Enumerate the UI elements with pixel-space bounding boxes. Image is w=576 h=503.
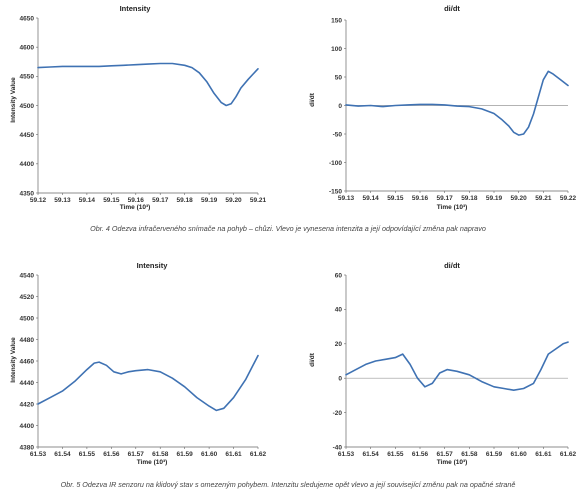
x-tick-label: 61.53 (338, 451, 355, 458)
x-tick-label: 59.20 (511, 195, 528, 202)
y-tick-label: 60 (335, 272, 343, 279)
x-tick-label: 59.19 (201, 197, 218, 204)
y-tick-label: 4520 (20, 294, 35, 301)
chart-title: di/dt (444, 261, 460, 270)
y-tick-label: 4500 (20, 103, 35, 110)
x-tick-label: 59.15 (103, 197, 120, 204)
x-axis-label: Time (10³) (137, 459, 168, 466)
y-tick-label: 4550 (20, 74, 35, 81)
y-tick-label: 0 (338, 103, 342, 110)
x-tick-label: 59.21 (535, 195, 552, 202)
y-tick-label: 4450 (20, 132, 35, 139)
x-tick-label: 61.58 (461, 451, 478, 458)
x-tick-label: 59.15 (387, 195, 404, 202)
x-tick-label: 61.61 (535, 451, 552, 458)
x-tick-label: 59.13 (338, 195, 355, 202)
y-tick-label: -100 (329, 160, 342, 167)
x-tick-label: 61.58 (152, 451, 169, 458)
x-tick-label: 61.53 (30, 451, 47, 458)
x-tick-label: 59.20 (225, 197, 242, 204)
x-tick-label: 59.13 (54, 197, 71, 204)
y-tick-label: 4440 (20, 380, 35, 387)
y-axis-label: Intensity Value (10, 77, 17, 123)
x-tick-label: 59.17 (437, 195, 454, 202)
x-tick-label: 61.55 (79, 451, 96, 458)
x-tick-label: 61.61 (225, 451, 242, 458)
y-tick-label: 4400 (20, 423, 35, 430)
y-tick-label: 50 (335, 74, 343, 81)
x-tick-label: 61.59 (486, 451, 503, 458)
x-tick-label: 59.14 (79, 197, 96, 204)
y-axis-label: di/dt (309, 92, 316, 107)
x-tick-label: 59.22 (560, 195, 576, 202)
x-tick-label: 61.59 (177, 451, 194, 458)
x-tick-label: 61.56 (412, 451, 429, 458)
y-tick-label: 4460 (20, 358, 35, 365)
y-tick-label: 4600 (20, 44, 35, 51)
y-tick-label: 4420 (20, 401, 35, 408)
x-tick-label: 61.62 (250, 451, 267, 458)
figure-5-caption: Obr. 5 Odezva IR senzoru na klidový stav… (60, 480, 516, 489)
y-tick-label: 4480 (20, 337, 35, 344)
x-tick-label: 59.18 (177, 197, 194, 204)
chart-title: Intensity (137, 261, 169, 270)
x-axis-label: Time (10³) (120, 204, 151, 211)
y-tick-label: -150 (329, 188, 342, 195)
x-tick-label: 59.17 (152, 197, 169, 204)
x-tick-label: 59.16 (412, 195, 429, 202)
y-tick-label: 4350 (20, 190, 35, 197)
y-tick-label: -50 (333, 131, 343, 138)
x-tick-label: 59.12 (30, 197, 47, 204)
y-tick-label: 150 (331, 17, 342, 24)
x-tick-label: 61.54 (363, 451, 380, 458)
x-tick-label: 59.21 (250, 197, 267, 204)
y-tick-label: 100 (331, 46, 342, 53)
y-tick-label: 20 (335, 341, 343, 348)
chart-3: 45404520450044804460444044204400438061.5… (10, 261, 267, 466)
series-line (37, 62, 259, 107)
y-tick-label: 4380 (20, 444, 35, 451)
x-tick-label: 61.60 (201, 451, 218, 458)
y-tick-label: -20 (333, 410, 343, 417)
y-tick-label: 4540 (20, 272, 35, 279)
x-tick-label: 61.57 (437, 451, 454, 458)
series-line (345, 341, 569, 392)
figure-4-caption: Obr. 4 Odezva infračerveného snímače na … (90, 224, 486, 233)
series-line (37, 354, 259, 412)
x-axis-label: Time (10³) (437, 204, 468, 211)
x-tick-label: 59.16 (128, 197, 145, 204)
x-tick-label: 61.60 (511, 451, 528, 458)
chart-title: Intensity (120, 4, 152, 13)
y-tick-label: 0 (338, 376, 342, 383)
y-tick-label: 4400 (20, 161, 35, 168)
x-tick-label: 59.19 (486, 195, 503, 202)
y-axis-label: di/dt (309, 352, 316, 367)
x-tick-label: 61.56 (103, 451, 120, 458)
y-tick-label: -40 (333, 444, 343, 451)
x-tick-label: 61.62 (560, 451, 576, 458)
x-tick-label: 61.55 (387, 451, 404, 458)
y-axis-label: Intensity Value (10, 337, 17, 383)
series-line (345, 70, 569, 136)
x-tick-label: 59.18 (461, 195, 478, 202)
x-tick-label: 61.54 (54, 451, 71, 458)
x-axis-label: Time (10³) (437, 459, 468, 466)
y-tick-label: 40 (335, 307, 343, 314)
chart-title: di/dt (444, 4, 460, 13)
x-tick-label: 61.57 (128, 451, 145, 458)
y-tick-label: 4650 (20, 15, 35, 22)
y-tick-label: 4500 (20, 315, 35, 322)
x-tick-label: 59.14 (363, 195, 380, 202)
